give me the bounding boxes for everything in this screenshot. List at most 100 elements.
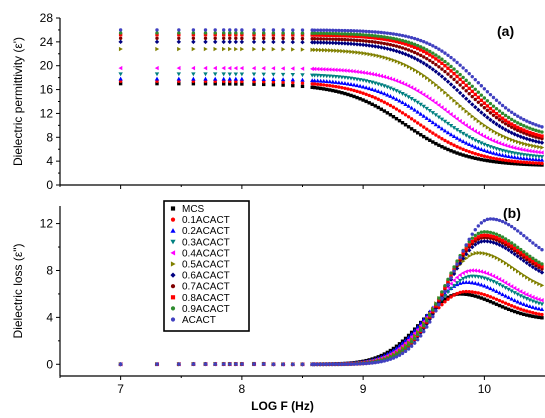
data-point bbox=[118, 33, 123, 37]
data-point bbox=[497, 257, 502, 262]
data-point bbox=[449, 271, 453, 275]
data-point bbox=[457, 118, 462, 124]
data-point bbox=[331, 28, 335, 33]
data-point bbox=[428, 42, 432, 47]
data-point bbox=[118, 39, 123, 45]
data-point bbox=[452, 58, 456, 62]
data-point bbox=[379, 107, 384, 111]
data-point bbox=[400, 343, 405, 349]
data-point bbox=[409, 331, 414, 336]
data-point bbox=[415, 324, 420, 329]
data-point bbox=[473, 242, 478, 247]
data-point bbox=[397, 109, 402, 113]
data-point bbox=[382, 31, 387, 35]
data-point bbox=[443, 138, 447, 143]
data-point bbox=[452, 293, 456, 297]
data-point bbox=[518, 256, 523, 261]
data-point bbox=[391, 95, 396, 100]
data-point bbox=[361, 29, 365, 33]
data-point bbox=[473, 237, 477, 241]
legend-marker bbox=[170, 228, 176, 233]
data-point bbox=[434, 302, 438, 306]
data-point bbox=[315, 362, 320, 366]
data-point bbox=[458, 77, 462, 82]
data-point bbox=[540, 262, 544, 266]
data-point bbox=[376, 30, 380, 34]
data-point bbox=[271, 80, 276, 84]
data-point bbox=[336, 80, 342, 85]
data-point bbox=[325, 48, 329, 53]
data-point bbox=[454, 87, 460, 93]
data-point bbox=[437, 135, 441, 139]
data-point bbox=[473, 294, 477, 298]
data-point bbox=[516, 269, 520, 274]
data-point bbox=[491, 273, 496, 279]
data-point bbox=[327, 40, 332, 45]
data-point bbox=[373, 30, 377, 34]
data-point bbox=[252, 79, 256, 84]
data-point bbox=[397, 350, 402, 355]
data-point bbox=[443, 146, 447, 150]
data-point bbox=[470, 155, 474, 160]
data-point bbox=[460, 131, 466, 136]
data-point bbox=[337, 90, 341, 94]
data-point bbox=[431, 44, 435, 48]
data-point bbox=[337, 33, 341, 38]
data-point bbox=[118, 72, 123, 77]
data-point bbox=[300, 84, 305, 89]
data-point bbox=[461, 153, 465, 157]
panel-b: 0 4 8 12 7 8 9 10 LOG F (Hz) Dielectric loss (ε")… bbox=[11, 200, 545, 413]
data-point bbox=[412, 42, 417, 47]
data-point bbox=[370, 35, 374, 40]
data-point bbox=[322, 37, 326, 41]
data-point bbox=[325, 362, 329, 366]
data-point bbox=[494, 130, 499, 136]
data-point bbox=[531, 256, 535, 261]
series-0.6ACACT bbox=[118, 39, 545, 145]
data-point bbox=[455, 80, 459, 84]
data-point bbox=[500, 142, 505, 147]
data-point bbox=[376, 360, 380, 364]
data-point bbox=[500, 158, 505, 162]
legend: MCS0.1ACACT0.2ACACT0.3ACACT0.4ACACT0.5AC… bbox=[163, 200, 250, 332]
data-point bbox=[503, 143, 508, 148]
data-point bbox=[509, 144, 514, 150]
data-point bbox=[412, 129, 417, 133]
data-point bbox=[528, 276, 533, 282]
data-point bbox=[354, 42, 360, 47]
data-point bbox=[342, 68, 347, 73]
data-point bbox=[425, 56, 429, 61]
data-point bbox=[360, 70, 365, 75]
data-point bbox=[382, 35, 387, 39]
data-point bbox=[528, 160, 532, 165]
data-point bbox=[418, 90, 423, 95]
data-point bbox=[400, 92, 405, 96]
data-point bbox=[467, 125, 471, 130]
data-point bbox=[506, 222, 511, 227]
data-point bbox=[473, 152, 477, 156]
data-point bbox=[464, 247, 468, 251]
data-point bbox=[409, 44, 414, 48]
data-point bbox=[334, 28, 338, 33]
data-point bbox=[528, 310, 532, 314]
data-point bbox=[421, 104, 426, 109]
data-point bbox=[473, 97, 477, 102]
data-point bbox=[379, 34, 384, 39]
data-point bbox=[479, 157, 484, 162]
data-point bbox=[310, 31, 314, 35]
data-point bbox=[191, 65, 196, 71]
data-point bbox=[351, 77, 357, 81]
data-point bbox=[261, 66, 266, 71]
data-point bbox=[528, 143, 533, 148]
data-point bbox=[451, 271, 457, 277]
data-point bbox=[503, 280, 508, 285]
data-point bbox=[470, 280, 475, 285]
data-point bbox=[385, 31, 390, 35]
data-point bbox=[455, 259, 459, 263]
data-point bbox=[343, 362, 347, 366]
data-point bbox=[482, 251, 487, 256]
data-point bbox=[488, 230, 493, 235]
data-point bbox=[252, 36, 256, 41]
data-point bbox=[400, 351, 405, 356]
data-point bbox=[473, 233, 477, 238]
